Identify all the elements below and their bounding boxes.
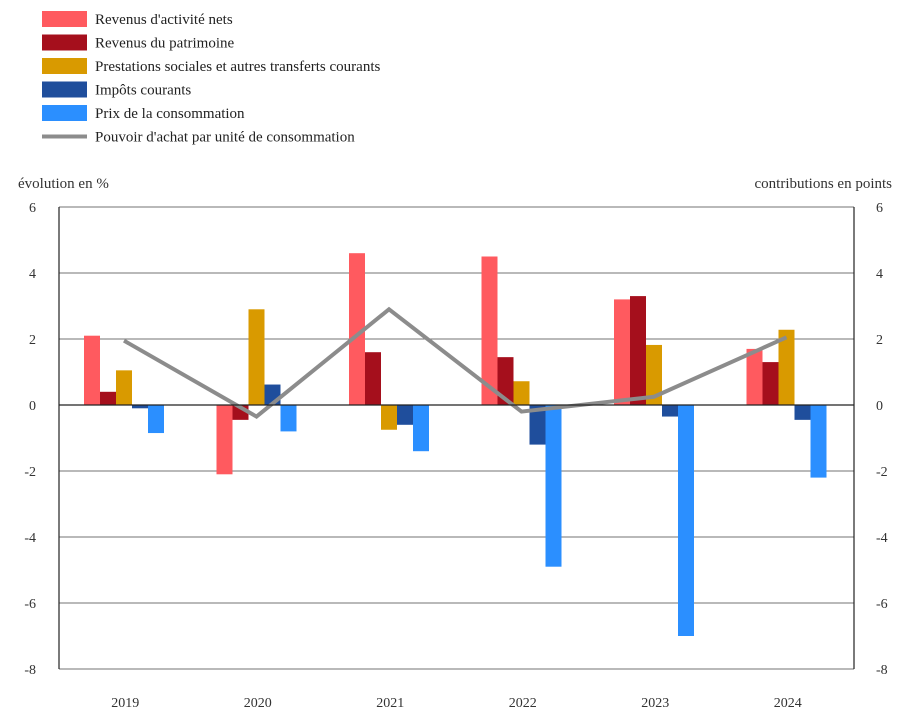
- axes: [58, 207, 855, 669]
- legend-label-revenus-du-patrimoine: Revenus du patrimoine: [95, 36, 234, 52]
- x-tick-2023: 2023: [641, 696, 669, 711]
- y-tick-labels: 6 6 4 4 2 2 0 0 -2 -2 -4 -4 -6 -6 -8 -8: [24, 201, 887, 678]
- legend: Revenus d'activité nets Revenus du patrim…: [42, 11, 380, 146]
- bar-impots-courants-2023: [662, 405, 678, 417]
- y-tick-right-0: 0: [876, 399, 883, 414]
- bar-revenus-du-patrimoine-2019: [100, 391, 116, 405]
- y-tick-right--4: -4: [876, 531, 888, 546]
- x-tick-2024: 2024: [774, 696, 802, 711]
- bar-revenus-du-patrimoine-2024: [762, 362, 779, 405]
- y-tick-left-0: 0: [29, 399, 36, 414]
- legend-label-revenus-d-activite-nets: Revenus d'activité nets: [95, 12, 233, 28]
- y-tick-right--2: -2: [876, 465, 888, 480]
- y-tick-left-2: 2: [29, 333, 36, 348]
- legend-swatch-impots-courants: [42, 81, 87, 98]
- x-tick-2020: 2020: [244, 696, 272, 711]
- bars: [84, 253, 827, 636]
- y-axis-label-left: évolution en %: [18, 176, 109, 192]
- bar-prestations-sociales-et-autres-transferts-courants-2023: [646, 344, 662, 405]
- line-pouvoir-d-achat-par-unite-de-consommation: [123, 306, 788, 419]
- x-tick-2019: 2019: [111, 696, 139, 711]
- bar-revenus-d-activite-nets-2019: [84, 335, 100, 405]
- bar-revenus-d-activite-nets-2024: [746, 348, 763, 405]
- bar-prix-de-la-consommation-2021: [413, 405, 429, 452]
- bar-revenus-du-patrimoine-2021: [365, 352, 381, 405]
- legend-label-pouvoir-d-achat-par-unite-de-consommation: Pouvoir d'achat par unité de consommatio…: [95, 130, 355, 146]
- x-tick-2022: 2022: [509, 696, 537, 711]
- legend-label-impots-courants: Impôts courants: [95, 83, 191, 99]
- grid-lines: [59, 206, 854, 670]
- bar-prestations-sociales-et-autres-transferts-courants-2019: [116, 370, 132, 405]
- y-tick-left--8: -8: [24, 663, 36, 678]
- y-tick-right-6: 6: [876, 201, 883, 216]
- y-tick-left-6: 6: [29, 201, 36, 216]
- bar-revenus-d-activite-nets-2023: [614, 299, 630, 405]
- bar-impots-courants-2021: [397, 405, 413, 425]
- bar-revenus-d-activite-nets-2022: [481, 256, 498, 405]
- bar-impots-courants-2024: [794, 405, 811, 420]
- bar-revenus-d-activite-nets-2021: [349, 253, 365, 405]
- y-tick-left-4: 4: [29, 267, 36, 282]
- bar-impots-courants-2022: [529, 405, 546, 445]
- bar-prix-de-la-consommation-2024: [810, 405, 827, 478]
- legend-swatch-pouvoir-d-achat-par-unite-de-consommation: [42, 134, 87, 139]
- y-tick-left--4: -4: [24, 531, 36, 546]
- y-tick-right-2: 2: [876, 333, 883, 348]
- bar-prestations-sociales-et-autres-transferts-courants-2022: [513, 381, 530, 405]
- x-tick-2021: 2021: [376, 696, 404, 711]
- x-tick-labels: 2019 2020 2021 2022 2023 2024: [111, 696, 802, 711]
- y-tick-left--2: -2: [24, 465, 36, 480]
- legend-swatch-prix-de-la-consommation: [42, 105, 87, 121]
- y-tick-right--6: -6: [876, 597, 888, 612]
- bar-revenus-du-patrimoine-2022: [497, 357, 514, 405]
- legend-swatch-revenus-du-patrimoine: [42, 34, 87, 51]
- bar-prestations-sociales-et-autres-transferts-courants-2021: [381, 405, 397, 430]
- y-tick-right--8: -8: [876, 663, 888, 678]
- y-tick-right-4: 4: [876, 267, 883, 282]
- bar-prix-de-la-consommation-2019: [148, 405, 164, 434]
- bar-prix-de-la-consommation-2020: [280, 405, 297, 432]
- bar-impots-courants-2019: [132, 405, 148, 409]
- bar-revenus-d-activite-nets-2020: [216, 405, 233, 475]
- y-axis-label-right: contributions en points: [755, 176, 893, 192]
- legend-label-prestations-sociales-et-autres-transferts-courants: Prestations sociales et autres transfert…: [95, 59, 380, 75]
- legend-label-prix-de-la-consommation: Prix de la consommation: [95, 106, 245, 122]
- bar-prestations-sociales-et-autres-transferts-courants-2020: [248, 309, 265, 405]
- bar-prix-de-la-consommation-2022: [545, 405, 562, 567]
- bar-prestations-sociales-et-autres-transferts-courants-2024: [778, 329, 795, 405]
- legend-swatch-revenus-d-activite-nets: [42, 11, 87, 27]
- line-series: [123, 306, 788, 419]
- bar-prix-de-la-consommation-2023: [678, 405, 694, 636]
- bar-revenus-du-patrimoine-2023: [630, 296, 646, 405]
- y-tick-left--6: -6: [24, 597, 36, 612]
- legend-swatch-prestations-sociales-et-autres-transferts-courants: [42, 58, 87, 74]
